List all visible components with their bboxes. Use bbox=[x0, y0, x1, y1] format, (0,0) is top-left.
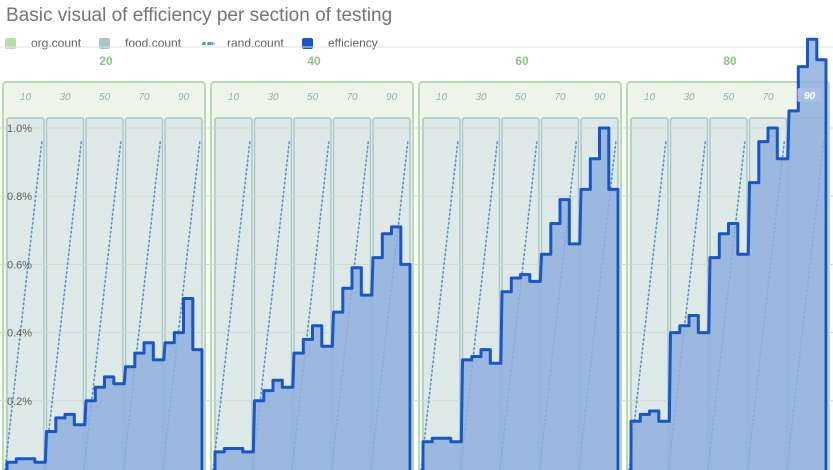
food-count-tick-label: 10 bbox=[436, 92, 448, 103]
food-count-tick-label: 70 bbox=[554, 92, 566, 103]
org-count-tick-label: 20 bbox=[99, 54, 113, 68]
efficiency-line bbox=[5, 297, 204, 470]
food-count-tick-label: 70 bbox=[138, 92, 150, 103]
org-count-tick-label: 80 bbox=[723, 54, 737, 68]
food-count-tick-label: 30 bbox=[475, 92, 487, 103]
org-count-tick-label: 40 bbox=[307, 54, 321, 68]
food-count-tick-label: 50 bbox=[723, 92, 735, 103]
food-count-tick-label: 70 bbox=[762, 92, 774, 103]
rand-count-line bbox=[43, 139, 83, 470]
rand-count-line bbox=[4, 139, 43, 470]
highlight-label-bg bbox=[797, 88, 822, 102]
org-count-swatch bbox=[5, 38, 16, 49]
food-count-swatch bbox=[99, 38, 110, 49]
food-count-tick-label: 90 bbox=[594, 92, 606, 103]
rand-count-line bbox=[212, 139, 251, 470]
food-count-tick-label: 90 bbox=[386, 92, 398, 103]
food-count-tick-label: 10 bbox=[644, 92, 656, 103]
food-count-tick-label: 30 bbox=[267, 92, 279, 103]
efficiency-line bbox=[629, 37, 828, 470]
food-count-tick-label: 10 bbox=[228, 92, 240, 103]
rand-count-swatch bbox=[201, 42, 215, 45]
y-tick-label: 0.8% bbox=[7, 191, 32, 203]
food-count-tick-label: 50 bbox=[99, 92, 111, 103]
highlight-label: 90 bbox=[804, 91, 816, 102]
efficiency-line bbox=[421, 126, 620, 470]
y-tick-label: 0.4% bbox=[7, 328, 32, 340]
rand-count-line bbox=[628, 139, 667, 470]
rand-count-line bbox=[420, 139, 459, 470]
food-count-tick-label: 90 bbox=[178, 92, 190, 103]
food-count-tick-label: 10 bbox=[20, 92, 32, 103]
y-tick-label: 0.6% bbox=[7, 259, 32, 271]
y-tick-label: 1.0% bbox=[7, 123, 32, 135]
chart-title: Basic visual of efficiency per section o… bbox=[6, 5, 393, 26]
food-count-tick-label: 70 bbox=[346, 92, 358, 103]
y-tick-label: 0.2% bbox=[7, 396, 32, 408]
efficiency-swatch bbox=[302, 38, 313, 49]
food-count-tick-label: 50 bbox=[307, 92, 319, 103]
efficiency-line bbox=[213, 225, 412, 470]
food-count-tick-label: 30 bbox=[683, 92, 695, 103]
food-count-tick-label: 50 bbox=[515, 92, 527, 103]
food-count-tick-label: 30 bbox=[59, 92, 71, 103]
org-count-tick-label: 60 bbox=[515, 54, 529, 68]
